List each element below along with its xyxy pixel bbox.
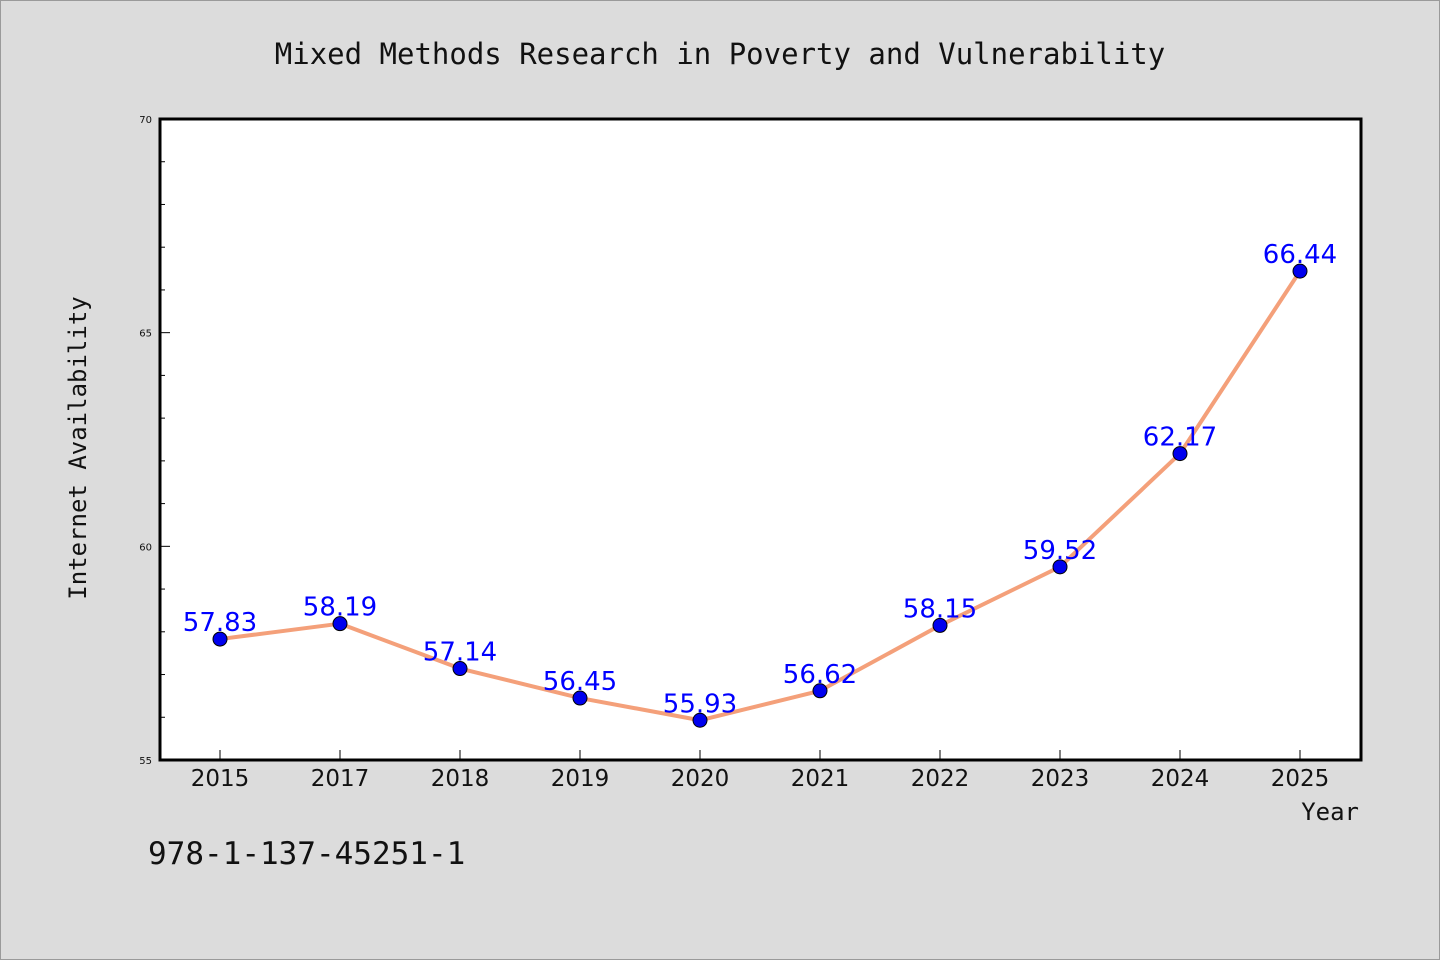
data-point	[1292, 263, 1308, 279]
data-point	[812, 683, 828, 699]
data-point	[692, 712, 708, 728]
x-tick-label: 2022	[911, 766, 970, 792]
data-label: 56.45	[543, 667, 617, 697]
x-tick-label: 2017	[311, 766, 370, 792]
chart-title: Mixed Methods Research in Poverty and Vu…	[275, 37, 1165, 71]
y-tick-label: 70	[139, 115, 152, 126]
x-tick-label: 2021	[791, 766, 850, 792]
plot-area	[158, 117, 1363, 762]
series-markers	[212, 263, 1308, 728]
data-labels: 57.83 58.19 57.14 56.45 55.93 56.62 58.15 59.52…	[183, 240, 1337, 719]
data-label: 57.14	[423, 638, 497, 668]
y-tick-label: 65	[139, 329, 152, 340]
x-tick-label: 2020	[671, 766, 730, 792]
data-point	[212, 631, 228, 647]
footnote-isbn: 978-1-137-45251-1	[148, 836, 465, 872]
data-point	[1172, 446, 1188, 462]
data-label: 57.83	[183, 608, 257, 638]
x-axis-title: Year	[1301, 798, 1359, 826]
data-point	[332, 616, 348, 632]
data-label: 62.17	[1143, 423, 1217, 453]
x-tick-label: 2015	[191, 766, 250, 792]
data-label: 59.52	[1023, 536, 1097, 566]
data-point	[572, 690, 588, 706]
x-tick-label: 2018	[431, 766, 490, 792]
x-axis: 2015 2017 2018 2019 2020 2021 2022 2023 2024 2025	[191, 750, 1330, 792]
data-point	[452, 661, 468, 677]
data-label: 58.19	[303, 593, 377, 623]
data-label: 58.15	[903, 594, 977, 624]
data-label: 55.93	[663, 689, 737, 719]
data-label: 66.44	[1263, 240, 1337, 270]
x-tick-label: 2023	[1031, 766, 1090, 792]
y-tick-label: 60	[139, 542, 152, 553]
series-line	[218, 269, 1302, 723]
x-tick-label: 2024	[1151, 766, 1210, 792]
y-axis-title: Internet Availability	[64, 296, 92, 599]
data-label: 56.62	[783, 660, 857, 690]
y-axis: 55 60 65 70	[139, 115, 170, 767]
data-point	[1052, 559, 1068, 575]
y-tick-label: 55	[139, 756, 152, 767]
x-tick-label: 2019	[551, 766, 610, 792]
data-point	[932, 617, 948, 633]
x-tick-label: 2025	[1271, 766, 1330, 792]
